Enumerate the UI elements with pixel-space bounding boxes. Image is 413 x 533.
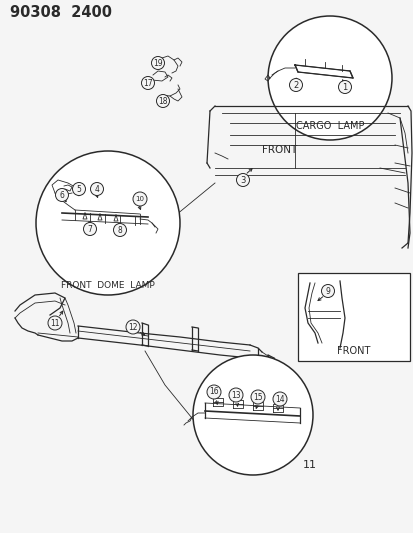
Circle shape xyxy=(113,223,126,237)
Circle shape xyxy=(141,77,154,90)
Text: 6: 6 xyxy=(59,190,64,199)
Text: 12: 12 xyxy=(128,322,138,332)
Text: FRONT  DOME  LAMP: FRONT DOME LAMP xyxy=(61,280,154,289)
Circle shape xyxy=(228,388,242,402)
Circle shape xyxy=(272,392,286,406)
Circle shape xyxy=(126,320,140,334)
Text: 13: 13 xyxy=(230,391,240,400)
Text: 4: 4 xyxy=(94,184,99,193)
Circle shape xyxy=(133,192,147,206)
Circle shape xyxy=(156,94,169,108)
Text: 15: 15 xyxy=(253,392,262,401)
Text: 3: 3 xyxy=(240,175,245,184)
Circle shape xyxy=(250,390,264,404)
Circle shape xyxy=(289,78,302,92)
Text: 90308  2400: 90308 2400 xyxy=(10,5,112,20)
Text: 7: 7 xyxy=(88,224,92,233)
Bar xyxy=(297,273,409,361)
Circle shape xyxy=(90,182,103,196)
Text: 1: 1 xyxy=(342,83,347,92)
Text: FRONT: FRONT xyxy=(261,145,297,155)
Text: 8: 8 xyxy=(117,225,122,235)
Text: CARGO  LAMP: CARGO LAMP xyxy=(295,121,363,131)
Circle shape xyxy=(236,174,249,187)
Circle shape xyxy=(267,16,391,140)
Text: 10: 10 xyxy=(135,196,144,202)
Circle shape xyxy=(151,56,164,69)
Text: 18: 18 xyxy=(158,96,167,106)
Text: 19: 19 xyxy=(153,59,162,68)
Circle shape xyxy=(36,151,180,295)
Text: 5: 5 xyxy=(76,184,81,193)
Circle shape xyxy=(192,355,312,475)
Circle shape xyxy=(72,182,85,196)
Text: 9: 9 xyxy=(325,287,330,295)
Text: 16: 16 xyxy=(209,387,218,397)
Circle shape xyxy=(55,189,68,201)
Circle shape xyxy=(338,80,351,93)
Circle shape xyxy=(206,385,221,399)
Circle shape xyxy=(83,222,96,236)
Circle shape xyxy=(321,285,334,297)
Text: 11: 11 xyxy=(302,460,316,470)
Text: 11: 11 xyxy=(50,319,59,327)
Circle shape xyxy=(48,316,62,330)
Text: 2: 2 xyxy=(293,80,298,90)
Text: FRONT: FRONT xyxy=(337,346,370,356)
Text: 14: 14 xyxy=(275,394,284,403)
Text: 17: 17 xyxy=(143,78,152,87)
